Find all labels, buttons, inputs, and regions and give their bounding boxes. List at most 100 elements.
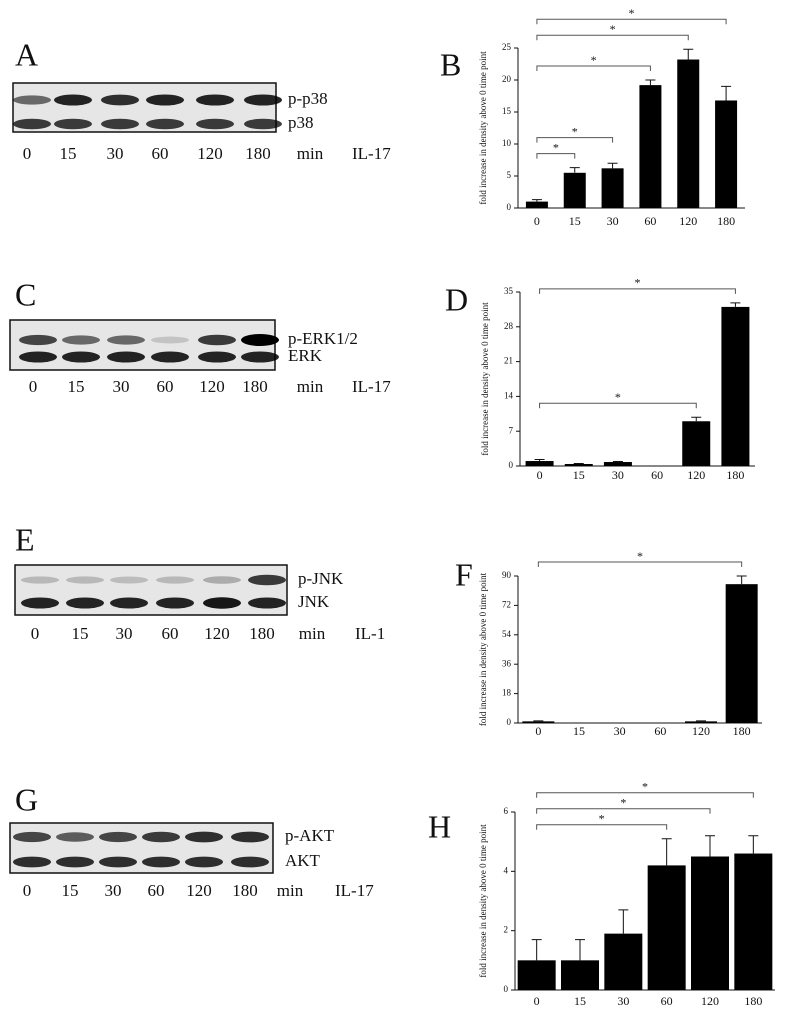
y-tick-label: 6 [504,806,509,816]
unit-label: min [299,624,326,643]
y-tick-label: 25 [502,42,512,52]
x-tick-label: 120 [701,994,719,1008]
bar [604,933,643,990]
lane-label: 120 [199,377,225,396]
lane-label: 15 [68,377,85,396]
blot-band [185,831,223,843]
blot-band [146,118,184,130]
y-tick-label: 2 [504,925,509,935]
x-tick-label: 180 [726,468,744,482]
x-tick-label: 180 [717,214,735,228]
lane-label: 180 [245,144,271,163]
x-tick-label: 0 [534,214,540,228]
y-tick-label: 0 [507,717,512,727]
blot-band [146,94,184,106]
bar [563,172,586,208]
x-tick-label: 30 [614,724,626,738]
bar [725,584,758,723]
significance-bracket [539,402,697,409]
blot-band [248,597,286,609]
panel-letter: H [428,808,451,844]
blot-band [241,351,279,363]
blot-band [66,576,104,584]
error-bar [569,167,580,173]
significance-star: * [620,795,626,809]
blot-band [62,351,100,363]
lane-label: 0 [29,377,38,396]
lane-label: 0 [23,144,32,163]
lane-label: 30 [105,881,122,900]
significance-bracket [536,18,727,25]
blot-band [203,597,241,609]
error-bar [607,162,618,169]
significance-bracket [536,153,576,159]
blot-frame [14,564,288,616]
lane-label: 30 [116,624,133,643]
y-axis-label: fold increase in density above 0 time po… [478,572,488,726]
blot-band [107,335,145,345]
bar [561,960,599,990]
panel-letter: F [455,556,473,592]
y-tick-label: 14 [504,390,514,400]
blot-band [107,351,145,363]
blot-band [101,118,139,130]
treatment-label: IL-17 [335,881,374,900]
significance-star: * [591,53,597,67]
band-label: p-JNK [298,569,344,588]
band-label: p-ERK1/2 [288,329,358,348]
lane-label: 15 [72,624,89,643]
blot-band [19,351,57,363]
y-tick-label: 15 [502,106,512,116]
x-tick-label: 60 [654,724,666,738]
x-tick-label: 60 [661,994,673,1008]
lane-label: 30 [113,377,130,396]
unit-label: min [277,881,304,900]
blot-band [198,334,236,346]
error-bar [691,416,702,422]
significance-star: * [610,22,616,36]
error-bar [683,48,694,60]
blot-band [151,336,189,344]
x-tick-label: 180 [733,724,751,738]
bar [522,721,555,723]
lane-label: 120 [204,624,230,643]
blot-band [231,831,269,843]
significance-bracket [536,808,711,814]
x-tick-label: 15 [573,468,585,482]
error-bar [736,575,747,585]
y-axis-label: fold increase in density above 0 time po… [478,824,488,978]
blot-frame [9,319,276,371]
y-tick-label: 36 [502,658,512,668]
blot-band [21,576,59,584]
panel-letter: C [15,276,36,312]
y-tick-label: 5 [507,170,512,180]
blot-band [185,856,223,868]
y-tick-label: 4 [504,865,509,875]
significance-star: * [553,140,559,154]
band-label: p38 [288,113,314,132]
significance-bracket [536,137,614,143]
band-label: ERK [288,346,323,365]
blot-band [13,831,51,843]
blot-band [248,574,286,586]
blot-band [198,351,236,363]
error-bar [705,835,715,857]
lane-label: 120 [186,881,212,900]
bar [685,721,717,723]
band-label: JNK [298,592,330,611]
blot-band [110,597,148,609]
y-tick-label: 54 [502,629,512,639]
bar [525,201,548,208]
significance-star: * [615,390,621,404]
bar [564,464,593,466]
bar [647,865,686,990]
significance-star: * [635,276,641,290]
lane-label: 60 [157,377,174,396]
bar [601,168,624,208]
y-tick-label: 18 [502,688,512,698]
significance-bracket [536,34,689,41]
treatment-label: IL-1 [355,624,385,643]
blot-band [244,118,282,130]
treatment-label: IL-17 [352,144,391,163]
blot-band [13,95,51,105]
